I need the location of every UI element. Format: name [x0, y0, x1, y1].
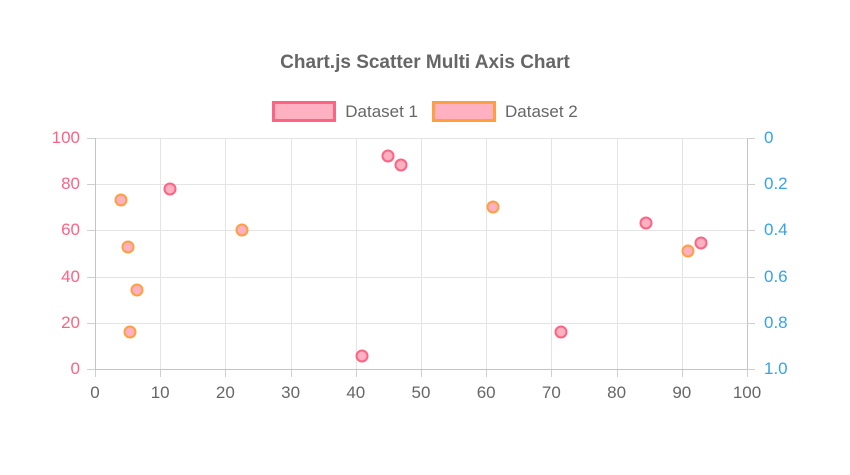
data-point-dataset-1[interactable]	[381, 149, 395, 163]
chart-legend: Dataset 1 Dataset 2	[0, 101, 850, 122]
y-right-tick-label: 0	[764, 128, 774, 147]
x-axis-border	[95, 369, 748, 370]
y-left-tick-label: 20	[61, 312, 80, 332]
x-gridline	[421, 138, 422, 369]
legend-label-dataset-1: Dataset 1	[345, 101, 418, 121]
y-left-tick-mark	[87, 138, 95, 139]
y-right-tick-mark	[747, 184, 755, 186]
y-right-tick-label: 1.0	[764, 359, 788, 378]
x-gridline	[486, 138, 488, 369]
y-gridline	[95, 184, 747, 186]
x-tick-label: 30	[281, 383, 301, 402]
y-left-tick-label: 80	[61, 174, 80, 194]
y-left-tick-label: 40	[61, 266, 80, 286]
x-tick-label: 0	[90, 383, 100, 402]
y-right-tick-mark	[747, 138, 755, 139]
x-tick-label: 80	[607, 383, 627, 402]
legend-item-dataset-2[interactable]: Dataset 2	[432, 101, 578, 122]
x-tick-mark	[290, 370, 292, 377]
data-point-dataset-1[interactable]	[394, 158, 408, 172]
y-left-tick-mark	[87, 230, 95, 232]
y-right-tick-mark	[747, 276, 755, 278]
x-gridline	[616, 138, 618, 369]
y-axis-left-border	[95, 138, 96, 370]
x-tick-label: 40	[346, 383, 366, 402]
data-point-dataset-2[interactable]	[486, 200, 500, 214]
x-tick-label: 90	[672, 383, 692, 402]
data-point-dataset-2[interactable]	[123, 325, 137, 339]
y-left-tick-label: 100	[51, 128, 80, 147]
data-point-dataset-1[interactable]	[355, 349, 369, 363]
x-tick-mark	[551, 370, 553, 377]
x-tick-mark	[160, 370, 162, 377]
x-tick-mark	[421, 370, 422, 377]
y-right-tick-label: 0.8	[764, 312, 788, 332]
data-point-dataset-2[interactable]	[235, 223, 249, 237]
data-point-dataset-2[interactable]	[114, 193, 128, 207]
x-gridline	[290, 138, 292, 369]
y-left-tick-label: 0	[70, 359, 80, 378]
x-tick-mark	[747, 370, 748, 377]
x-tick-label: 70	[541, 383, 561, 402]
x-gridline	[225, 138, 227, 369]
data-point-dataset-1[interactable]	[554, 325, 568, 339]
y-axis-right-border	[747, 138, 748, 370]
y-right-tick-mark	[747, 230, 755, 232]
legend-item-dataset-1[interactable]: Dataset 1	[272, 101, 418, 122]
data-point-dataset-1[interactable]	[163, 182, 177, 196]
x-tick-mark	[355, 370, 357, 377]
y-gridline	[95, 276, 747, 278]
plot-area	[95, 138, 748, 370]
legend-swatch-dataset-2	[432, 101, 496, 122]
chart-title: Chart.js Scatter Multi Axis Chart	[280, 52, 570, 73]
y-gridline	[95, 230, 747, 232]
x-gridline	[355, 138, 357, 369]
data-point-dataset-2[interactable]	[130, 283, 144, 297]
y-gridline	[95, 138, 747, 139]
x-tick-label: 100	[732, 383, 762, 402]
y-right-tick-label: 0.2	[764, 174, 788, 194]
data-point-dataset-1[interactable]	[639, 216, 653, 230]
y-gridline	[95, 322, 747, 324]
x-tick-label: 10	[150, 383, 170, 402]
data-point-dataset-2[interactable]	[681, 244, 695, 258]
y-left-tick-mark	[87, 184, 95, 186]
x-tick-mark	[95, 370, 96, 377]
x-gridline	[160, 138, 162, 369]
data-point-dataset-2[interactable]	[121, 240, 135, 254]
x-tick-label: 50	[411, 383, 431, 402]
legend-swatch-dataset-1	[272, 101, 337, 122]
legend-label-dataset-2: Dataset 2	[505, 101, 578, 121]
y-right-tick-mark	[747, 369, 755, 370]
x-tick-label: 60	[476, 383, 496, 402]
x-tick-mark	[616, 370, 618, 377]
x-tick-mark	[225, 370, 227, 377]
x-gridline	[551, 138, 553, 369]
y-right-tick-label: 0.6	[764, 266, 788, 286]
y-right-tick-mark	[747, 322, 755, 324]
y-left-tick-mark	[87, 322, 95, 324]
y-right-tick-label: 0.4	[764, 220, 788, 240]
y-left-tick-label: 60	[61, 220, 80, 240]
y-left-tick-mark	[87, 276, 95, 278]
x-tick-mark	[486, 370, 488, 377]
y-left-tick-mark	[87, 369, 95, 370]
x-tick-label: 20	[215, 383, 235, 402]
x-tick-mark	[681, 370, 683, 377]
data-point-dataset-1[interactable]	[694, 236, 708, 250]
